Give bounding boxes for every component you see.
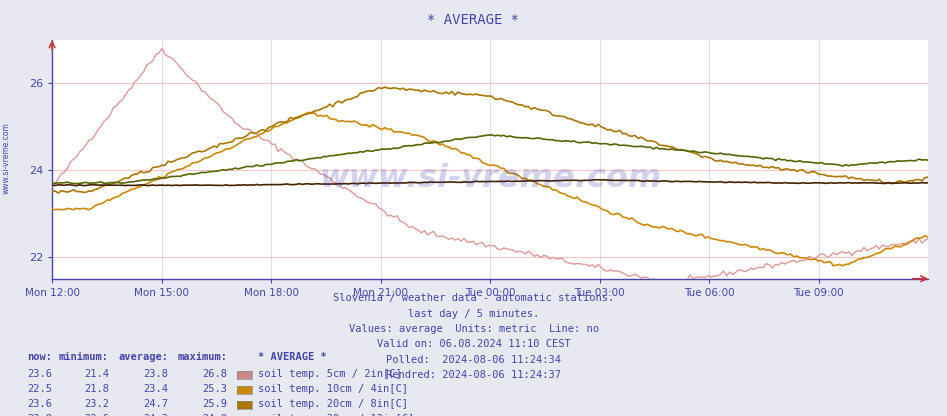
- Text: soil temp. 10cm / 4in[C]: soil temp. 10cm / 4in[C]: [258, 384, 407, 394]
- Text: Valid on: 06.08.2024 11:10 CEST: Valid on: 06.08.2024 11:10 CEST: [377, 339, 570, 349]
- Text: * AVERAGE *: * AVERAGE *: [258, 352, 327, 362]
- Text: 23.6: 23.6: [27, 369, 52, 379]
- Text: 23.2: 23.2: [84, 399, 109, 409]
- Text: 26.8: 26.8: [203, 369, 227, 379]
- Text: 24.7: 24.7: [144, 399, 169, 409]
- Text: 25.3: 25.3: [203, 384, 227, 394]
- Text: 25.9: 25.9: [203, 399, 227, 409]
- Text: Slovenia / weather data - automatic stations.: Slovenia / weather data - automatic stat…: [333, 293, 614, 303]
- Text: minimum:: minimum:: [59, 352, 109, 362]
- Text: 24.8: 24.8: [203, 414, 227, 416]
- Text: www.si-vreme.com: www.si-vreme.com: [319, 163, 661, 194]
- Text: 23.4: 23.4: [144, 384, 169, 394]
- Text: * AVERAGE *: * AVERAGE *: [427, 13, 520, 27]
- Text: average:: average:: [118, 352, 169, 362]
- Text: maximum:: maximum:: [177, 352, 227, 362]
- Text: 24.3: 24.3: [144, 414, 169, 416]
- Text: Polled:  2024-08-06 11:24:34: Polled: 2024-08-06 11:24:34: [386, 355, 561, 365]
- Text: 22.5: 22.5: [27, 384, 52, 394]
- Text: 23.8: 23.8: [144, 369, 169, 379]
- Text: 23.6: 23.6: [84, 414, 109, 416]
- Text: soil temp. 30cm / 12in[C]: soil temp. 30cm / 12in[C]: [258, 414, 414, 416]
- Text: Values: average  Units: metric  Line: no: Values: average Units: metric Line: no: [348, 324, 599, 334]
- Text: www.si-vreme.com: www.si-vreme.com: [2, 122, 11, 194]
- Text: Rendred: 2024-08-06 11:24:37: Rendred: 2024-08-06 11:24:37: [386, 370, 561, 380]
- Text: soil temp. 5cm / 2in[C]: soil temp. 5cm / 2in[C]: [258, 369, 402, 379]
- Text: now:: now:: [27, 352, 52, 362]
- Text: 21.4: 21.4: [84, 369, 109, 379]
- Text: 23.9: 23.9: [27, 414, 52, 416]
- Text: 21.8: 21.8: [84, 384, 109, 394]
- Text: last day / 5 minutes.: last day / 5 minutes.: [408, 309, 539, 319]
- Text: soil temp. 20cm / 8in[C]: soil temp. 20cm / 8in[C]: [258, 399, 407, 409]
- Text: 23.6: 23.6: [27, 399, 52, 409]
